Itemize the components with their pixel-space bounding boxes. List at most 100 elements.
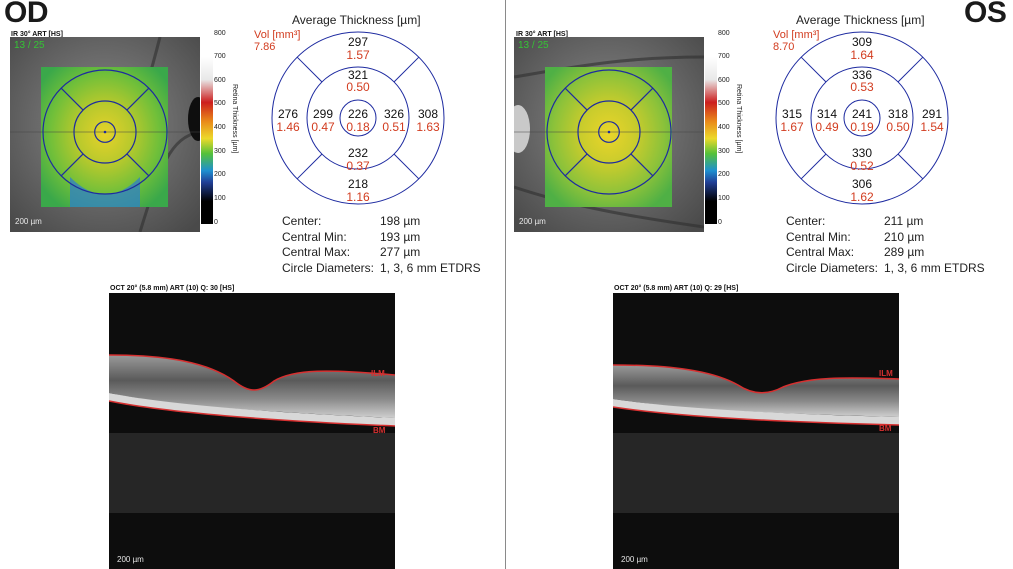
cbar-tick: 200: [214, 171, 226, 178]
sector-volume: 0.47: [311, 120, 335, 134]
colorbar-label-od: Retina Thickness [µm]: [231, 84, 238, 154]
ir-title-os: IR 30° ART [HS]: [516, 31, 568, 38]
thickness-map-os: [514, 37, 704, 232]
oct-scan-od[interactable]: ILM BM 200 µm: [109, 293, 395, 569]
bm-label-od: BM: [373, 426, 386, 435]
sector-thickness: 318: [888, 107, 908, 121]
etdrs-grid-od: 297 1.57 321 0.50 226 0.18 299 0.47 326 …: [271, 31, 445, 205]
vol-label-od: Vol [mm³] 7.86: [254, 29, 300, 53]
sector-thickness: 330: [852, 146, 872, 160]
eye-label-os: OS: [964, 0, 1007, 29]
sector-thickness: 315: [782, 107, 802, 121]
vol-unit-label: Vol [mm³]: [773, 29, 820, 41]
colorbar-label-os: Retina Thickness [µm]: [735, 84, 742, 154]
vol-label-os: Vol [mm³] 8.70: [773, 29, 819, 53]
bm-label-os: BM: [879, 424, 892, 433]
sector-thickness: 291: [922, 107, 942, 121]
ilm-label-os: ILM: [879, 369, 893, 378]
stat-row: Circle Diameters: 1, 3, 6 mm ETDRS: [786, 260, 985, 275]
sector-volume: 0.53: [850, 80, 874, 94]
colorbar-os: [705, 34, 717, 224]
sector-volume: 1.63: [416, 120, 440, 134]
oct-scale-od: 200 µm: [117, 555, 144, 564]
sector-volume: 0.50: [346, 80, 370, 94]
sector-thickness: 226: [348, 107, 368, 121]
panel-divider: [505, 0, 506, 569]
stat-row: Circle Diameters: 1, 3, 6 mm ETDRS: [282, 260, 481, 275]
sector-thickness: 314: [817, 107, 837, 121]
oct-title-od: OCT 20° (5.8 mm) ART (10) Q: 30 [HS]: [110, 285, 235, 292]
ir-title-od: IR 30° ART [HS]: [11, 31, 63, 38]
stat-row: Central Min: 210 µm: [786, 229, 925, 244]
cbar-tick: 700: [214, 53, 226, 60]
sector-thickness: 336: [852, 68, 872, 82]
sector-volume: 1.64: [850, 48, 874, 62]
sector-volume: 1.16: [346, 190, 370, 204]
sector-thickness: 299: [313, 107, 333, 121]
oct-bscan-os: [613, 293, 899, 569]
sector-volume: 0.19: [850, 120, 874, 134]
avg-thickness-title-os: Average Thickness [µm]: [796, 13, 925, 27]
cbar-tick: 100: [214, 195, 226, 202]
cbar-tick: 300: [718, 148, 730, 155]
stat-row: Center: 211 µm: [786, 214, 924, 228]
avg-thickness-title-od: Average Thickness [µm]: [292, 13, 421, 27]
oct-title-os: OCT 20° (5.8 mm) ART (10) Q: 29 [HS]: [614, 285, 739, 292]
sector-thickness: 218: [348, 177, 368, 191]
oct-bscan-od: [109, 293, 395, 569]
cbar-tick: 800: [214, 30, 226, 37]
sector-volume: 0.49: [815, 120, 839, 134]
colorbar-od: [201, 34, 213, 224]
cbar-tick: 100: [718, 195, 730, 202]
eye-label-od: OD: [4, 0, 49, 29]
sector-thickness: 306: [852, 177, 872, 191]
sector-thickness: 232: [348, 146, 368, 160]
cbar-tick: 800: [718, 30, 730, 37]
vol-total: 7.86: [254, 41, 276, 53]
cbar-tick: 400: [718, 124, 730, 131]
frame-counter-od: 13 / 25: [14, 40, 45, 51]
sector-volume: 1.57: [346, 48, 370, 62]
ir-scale-os: 200 µm: [519, 217, 546, 226]
sector-volume: 1.67: [780, 120, 804, 134]
sector-thickness: 276: [278, 107, 298, 121]
stat-row: Central Min: 193 µm: [282, 229, 421, 244]
sector-thickness: 241: [852, 107, 872, 121]
sector-volume: 0.52: [850, 159, 874, 173]
frame-counter-os: 13 / 25: [518, 40, 549, 51]
stats-od: Center: 198 µm Central Min: 193 µm Central…: [282, 214, 481, 276]
sector-thickness: 297: [348, 35, 368, 49]
cbar-tick: 400: [214, 124, 226, 131]
ir-image-os[interactable]: 13 / 25 200 µm: [514, 37, 704, 232]
cbar-tick: 0: [214, 219, 218, 226]
oct-scale-os: 200 µm: [621, 555, 648, 564]
sector-volume: 1.46: [276, 120, 300, 134]
cbar-tick: 500: [718, 100, 730, 107]
cbar-tick: 700: [718, 53, 730, 60]
oct-scan-os[interactable]: ILM BM 200 µm: [613, 293, 899, 569]
cbar-tick: 600: [718, 77, 730, 84]
cbar-tick: 500: [214, 100, 226, 107]
stat-row: Center: 198 µm: [282, 214, 421, 228]
cbar-tick: 0: [718, 219, 722, 226]
thickness-map-od: [10, 37, 200, 232]
sector-volume: 0.50: [886, 120, 910, 134]
sector-volume: 1.62: [850, 190, 874, 204]
cbar-tick: 300: [214, 148, 226, 155]
sector-volume: 1.54: [920, 120, 944, 134]
ir-image-od[interactable]: 13 / 25 200 µm: [10, 37, 200, 232]
cbar-tick: 600: [214, 77, 226, 84]
ilm-label-od: ILM: [371, 369, 385, 378]
sector-thickness: 308: [418, 107, 438, 121]
cbar-tick: 200: [718, 171, 730, 178]
vol-total: 8.70: [773, 41, 795, 53]
vol-unit-label: Vol [mm³]: [254, 29, 301, 41]
ir-scale-od: 200 µm: [15, 217, 42, 226]
sector-thickness: 321: [348, 68, 368, 82]
sector-volume: 0.18: [346, 120, 370, 134]
stat-row: Central Max: 277 µm: [282, 245, 421, 259]
stats-os: Center: 211 µm Central Min: 210 µm Central…: [786, 214, 985, 276]
etdrs-grid-os: 309 1.64 336 0.53 241 0.19 314 0.49 318 …: [775, 31, 949, 205]
sector-volume: 0.37: [346, 159, 370, 173]
stat-row: Central Max: 289 µm: [786, 245, 925, 259]
